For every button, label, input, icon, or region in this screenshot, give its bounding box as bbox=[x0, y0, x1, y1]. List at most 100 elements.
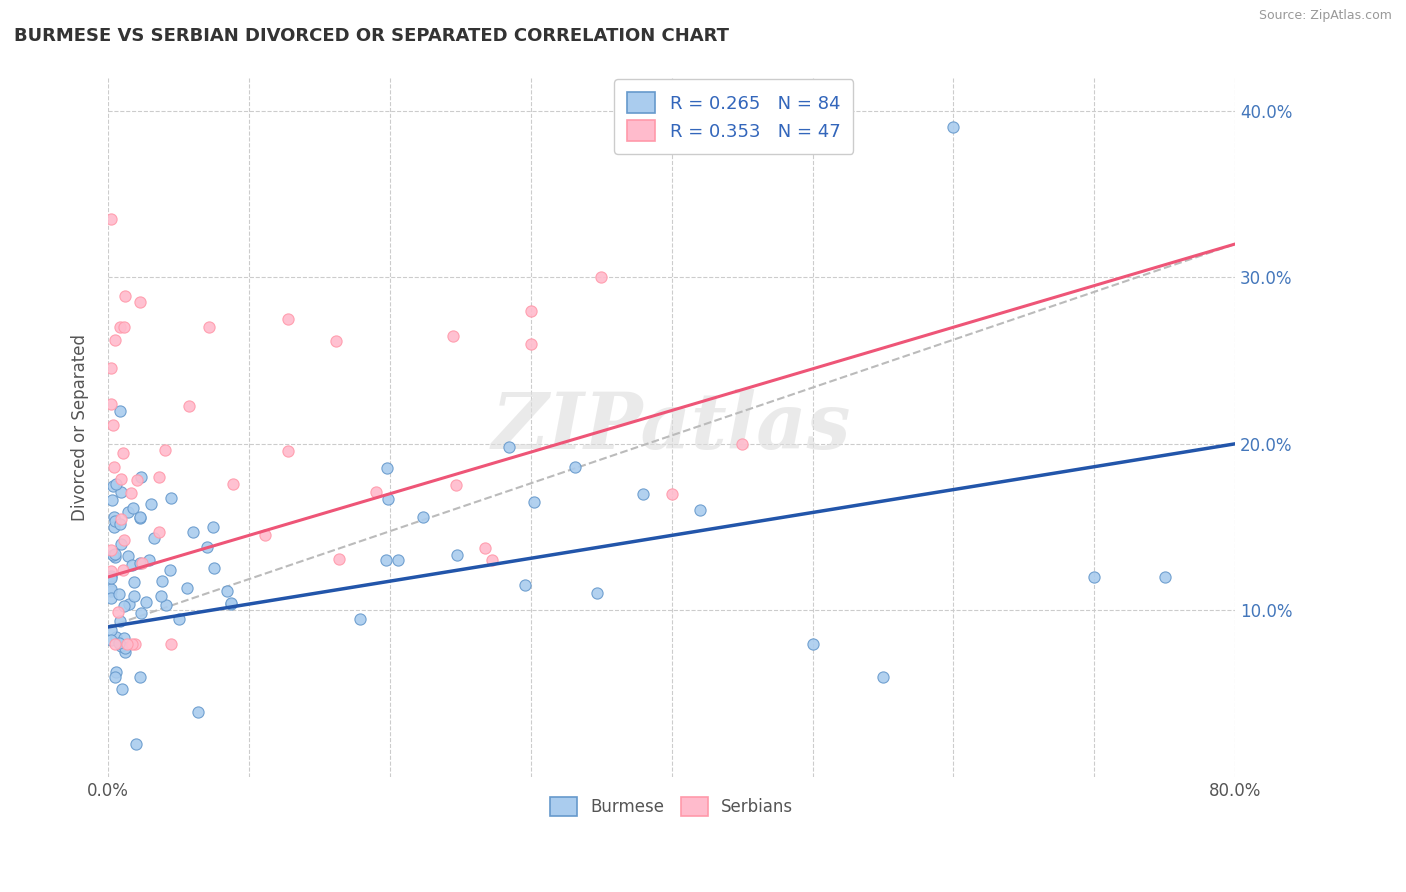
Point bbox=[100, 632, 122, 647]
Point bbox=[117, 637, 139, 651]
Point bbox=[1153, 570, 1175, 584]
Point bbox=[481, 553, 503, 567]
Point bbox=[198, 320, 221, 334]
Point bbox=[731, 437, 754, 451]
Point bbox=[143, 531, 166, 545]
Point bbox=[103, 548, 125, 562]
Point bbox=[100, 564, 122, 578]
Point bbox=[103, 510, 125, 524]
Point bbox=[100, 397, 122, 411]
Point bbox=[221, 598, 243, 612]
Point bbox=[150, 574, 173, 588]
Point bbox=[148, 470, 170, 484]
Point bbox=[129, 556, 152, 570]
Point bbox=[375, 460, 398, 475]
Point bbox=[100, 591, 122, 605]
Point bbox=[138, 553, 160, 567]
Point bbox=[277, 312, 299, 326]
Point bbox=[100, 568, 122, 582]
Point bbox=[104, 476, 127, 491]
Point bbox=[131, 556, 153, 570]
Point bbox=[110, 511, 132, 525]
Point bbox=[519, 337, 541, 351]
Point bbox=[135, 594, 157, 608]
Point bbox=[105, 630, 128, 644]
Point bbox=[122, 575, 145, 590]
Point bbox=[122, 500, 145, 515]
Point bbox=[111, 563, 134, 577]
Point bbox=[131, 470, 153, 484]
Point bbox=[107, 587, 129, 601]
Point bbox=[149, 589, 172, 603]
Legend: Burmese, Serbians: Burmese, Serbians bbox=[541, 789, 801, 824]
Point bbox=[942, 120, 965, 135]
Point bbox=[117, 549, 139, 563]
Point bbox=[112, 599, 135, 613]
Point bbox=[201, 520, 224, 534]
Point bbox=[124, 637, 146, 651]
Point bbox=[100, 582, 122, 596]
Point bbox=[1083, 570, 1105, 584]
Point bbox=[254, 527, 277, 541]
Point bbox=[121, 637, 143, 651]
Point bbox=[325, 334, 347, 348]
Point bbox=[222, 477, 245, 491]
Point bbox=[100, 492, 122, 507]
Point bbox=[387, 553, 409, 567]
Point bbox=[112, 320, 135, 334]
Point bbox=[160, 491, 183, 506]
Point bbox=[377, 491, 399, 506]
Point bbox=[177, 399, 200, 413]
Point bbox=[108, 614, 131, 628]
Point bbox=[633, 487, 655, 501]
Point bbox=[104, 334, 127, 348]
Point bbox=[108, 516, 131, 531]
Point bbox=[498, 440, 520, 454]
Point bbox=[110, 536, 132, 550]
Point bbox=[100, 571, 122, 585]
Point bbox=[513, 578, 536, 592]
Point bbox=[110, 639, 132, 653]
Point bbox=[474, 541, 496, 555]
Point bbox=[129, 671, 152, 685]
Point bbox=[689, 503, 711, 517]
Point bbox=[128, 509, 150, 524]
Point bbox=[100, 212, 122, 227]
Point bbox=[155, 599, 177, 613]
Point bbox=[100, 583, 122, 598]
Point bbox=[114, 645, 136, 659]
Point bbox=[125, 737, 148, 751]
Point bbox=[219, 596, 242, 610]
Point bbox=[153, 443, 176, 458]
Point bbox=[591, 270, 613, 285]
Point bbox=[215, 584, 238, 599]
Point bbox=[100, 361, 122, 376]
Point bbox=[202, 561, 225, 575]
Point bbox=[159, 563, 181, 577]
Point bbox=[195, 540, 218, 554]
Point bbox=[104, 665, 127, 679]
Point bbox=[127, 474, 149, 488]
Point bbox=[160, 637, 183, 651]
Point bbox=[120, 485, 142, 500]
Text: ZIPatlas: ZIPatlas bbox=[492, 389, 851, 466]
Y-axis label: Divorced or Separated: Divorced or Separated bbox=[72, 334, 89, 521]
Point bbox=[108, 636, 131, 650]
Point bbox=[104, 637, 127, 651]
Point bbox=[148, 525, 170, 540]
Point bbox=[586, 586, 609, 600]
Point bbox=[129, 606, 152, 620]
Point bbox=[107, 606, 129, 620]
Point bbox=[108, 320, 131, 334]
Point bbox=[100, 543, 122, 558]
Point bbox=[104, 550, 127, 565]
Point bbox=[101, 418, 124, 433]
Point bbox=[122, 590, 145, 604]
Point bbox=[117, 505, 139, 519]
Point bbox=[277, 444, 299, 458]
Point bbox=[176, 581, 198, 595]
Text: Source: ZipAtlas.com: Source: ZipAtlas.com bbox=[1258, 9, 1392, 22]
Point bbox=[111, 446, 134, 460]
Point bbox=[100, 623, 122, 637]
Point bbox=[523, 495, 546, 509]
